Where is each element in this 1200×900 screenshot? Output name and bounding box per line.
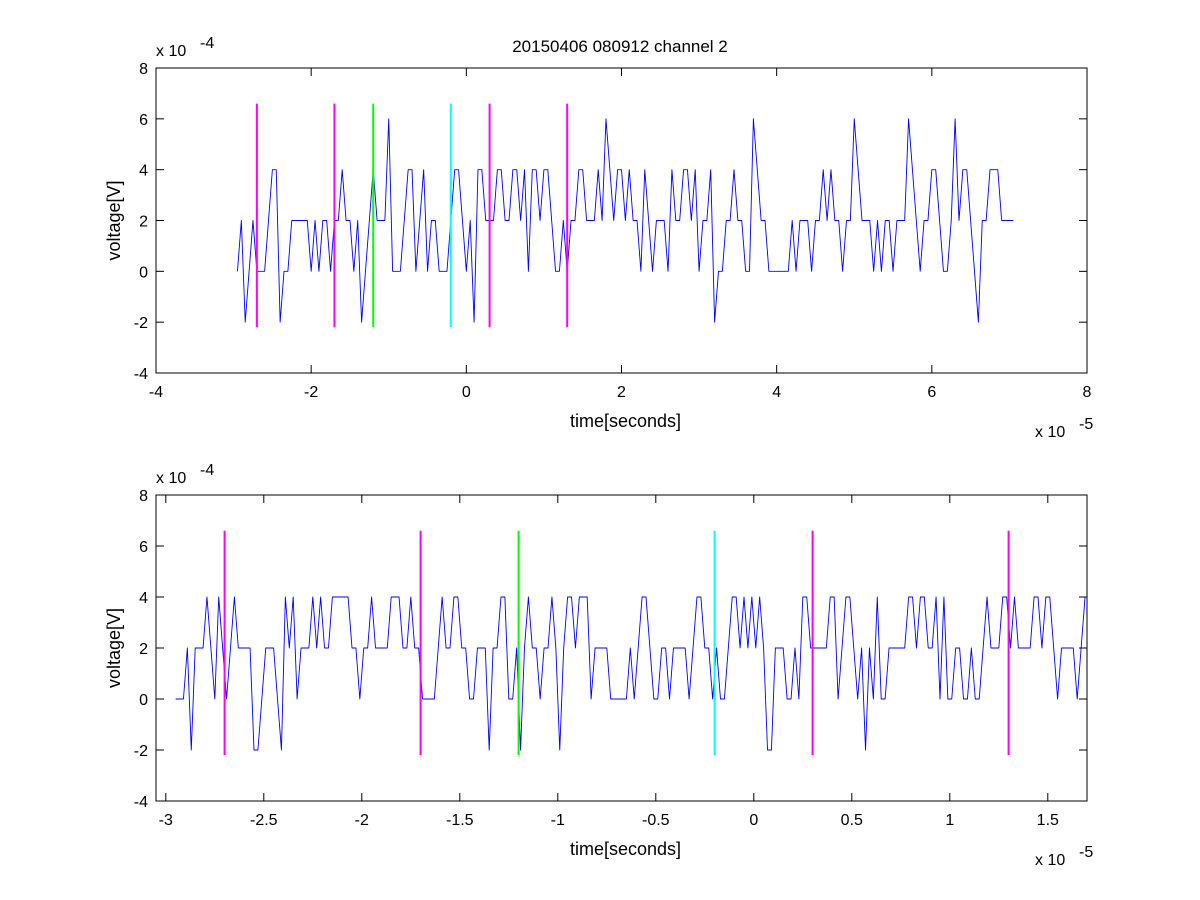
y-axis-label: voltage[V]	[104, 180, 124, 260]
y-tick-label: 2	[139, 214, 148, 231]
x-tick-label: -2	[355, 812, 369, 829]
voltage-trace	[237, 118, 1014, 323]
y-exponent-label: x 10	[156, 43, 186, 60]
x-exponent-power: -5	[1079, 416, 1093, 433]
y-tick-label: 4	[139, 163, 148, 180]
x-tick-label: -0.5	[642, 812, 670, 829]
y-tick-label: 8	[139, 61, 148, 78]
y-tick-label: -4	[134, 794, 148, 811]
x-tick-label: 0.5	[841, 812, 863, 829]
y-tick-label: -4	[134, 366, 148, 383]
x-tick-label: -2.5	[250, 812, 278, 829]
voltage-trace	[175, 596, 1086, 751]
x-tick-label: 2	[617, 384, 626, 401]
x-tick-label: 4	[772, 384, 781, 401]
y-tick-label: 4	[139, 590, 148, 607]
y-exponent-label: x 10	[156, 470, 186, 487]
x-tick-label: -4	[149, 384, 163, 401]
y-exponent-power: -4	[200, 35, 214, 52]
y-tick-label: -2	[134, 315, 148, 332]
x-tick-label: 1.5	[1037, 812, 1059, 829]
x-tick-label: -3	[159, 812, 173, 829]
y-tick-label: 6	[139, 112, 148, 129]
y-exponent-power: -4	[200, 462, 214, 479]
y-tick-label: 0	[139, 692, 148, 709]
series-group	[237, 103, 1014, 328]
x-tick-label: -1	[551, 812, 565, 829]
y-tick-label: 2	[139, 641, 148, 658]
x-exponent-power: -5	[1079, 844, 1093, 861]
x-tick-label: 1	[945, 812, 954, 829]
x-exponent-label: x 10	[1035, 424, 1065, 441]
series-group	[175, 530, 1086, 756]
top-plot-panel: -4 -2 0 2 4 6 8 -4 -2 0 2 4 6 8 time[seconds] voltage[V…	[104, 35, 1093, 441]
x-exponent-label: x 10	[1035, 852, 1065, 869]
x-tick-label: -1.5	[446, 812, 474, 829]
x-tick-label: 0	[462, 384, 471, 401]
y-tick-label: -2	[134, 743, 148, 760]
y-tick-label: 0	[139, 264, 148, 281]
y-tick-label: 6	[139, 539, 148, 556]
figure-title: 20150406 080912 channel 2	[512, 37, 728, 56]
y-tick-label: 8	[139, 488, 148, 505]
bottom-plot-panel: -3 -2.5 -2 -1.5 -1 -0.5 0 0.5 1 1.5 -4 -2 0 2 4 6 8 time[…	[104, 462, 1093, 869]
x-tick-label: 8	[1083, 384, 1092, 401]
x-tick-label: -2	[304, 384, 318, 401]
x-axis-label: time[seconds]	[570, 411, 681, 431]
x-axis-label: time[seconds]	[570, 839, 681, 859]
x-tick-label: 6	[927, 384, 936, 401]
x-tick-label: 0	[749, 812, 758, 829]
y-axis-label: voltage[V]	[104, 608, 124, 688]
